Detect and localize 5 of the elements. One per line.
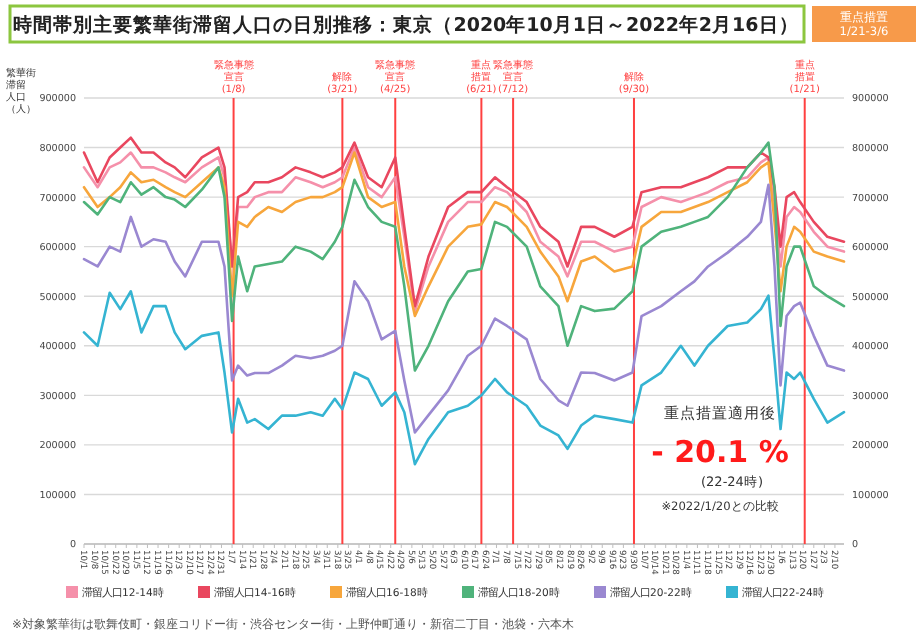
- annotation: - 20.1 %: [651, 434, 789, 470]
- line-series: [82, 141, 846, 372]
- chart-title: 時間帯別主要繁華街滞留人口の日別推移：東京（2020年10月1日～2022年2月16日）: [13, 13, 799, 37]
- line-series: [82, 183, 846, 434]
- line-series: [82, 289, 846, 466]
